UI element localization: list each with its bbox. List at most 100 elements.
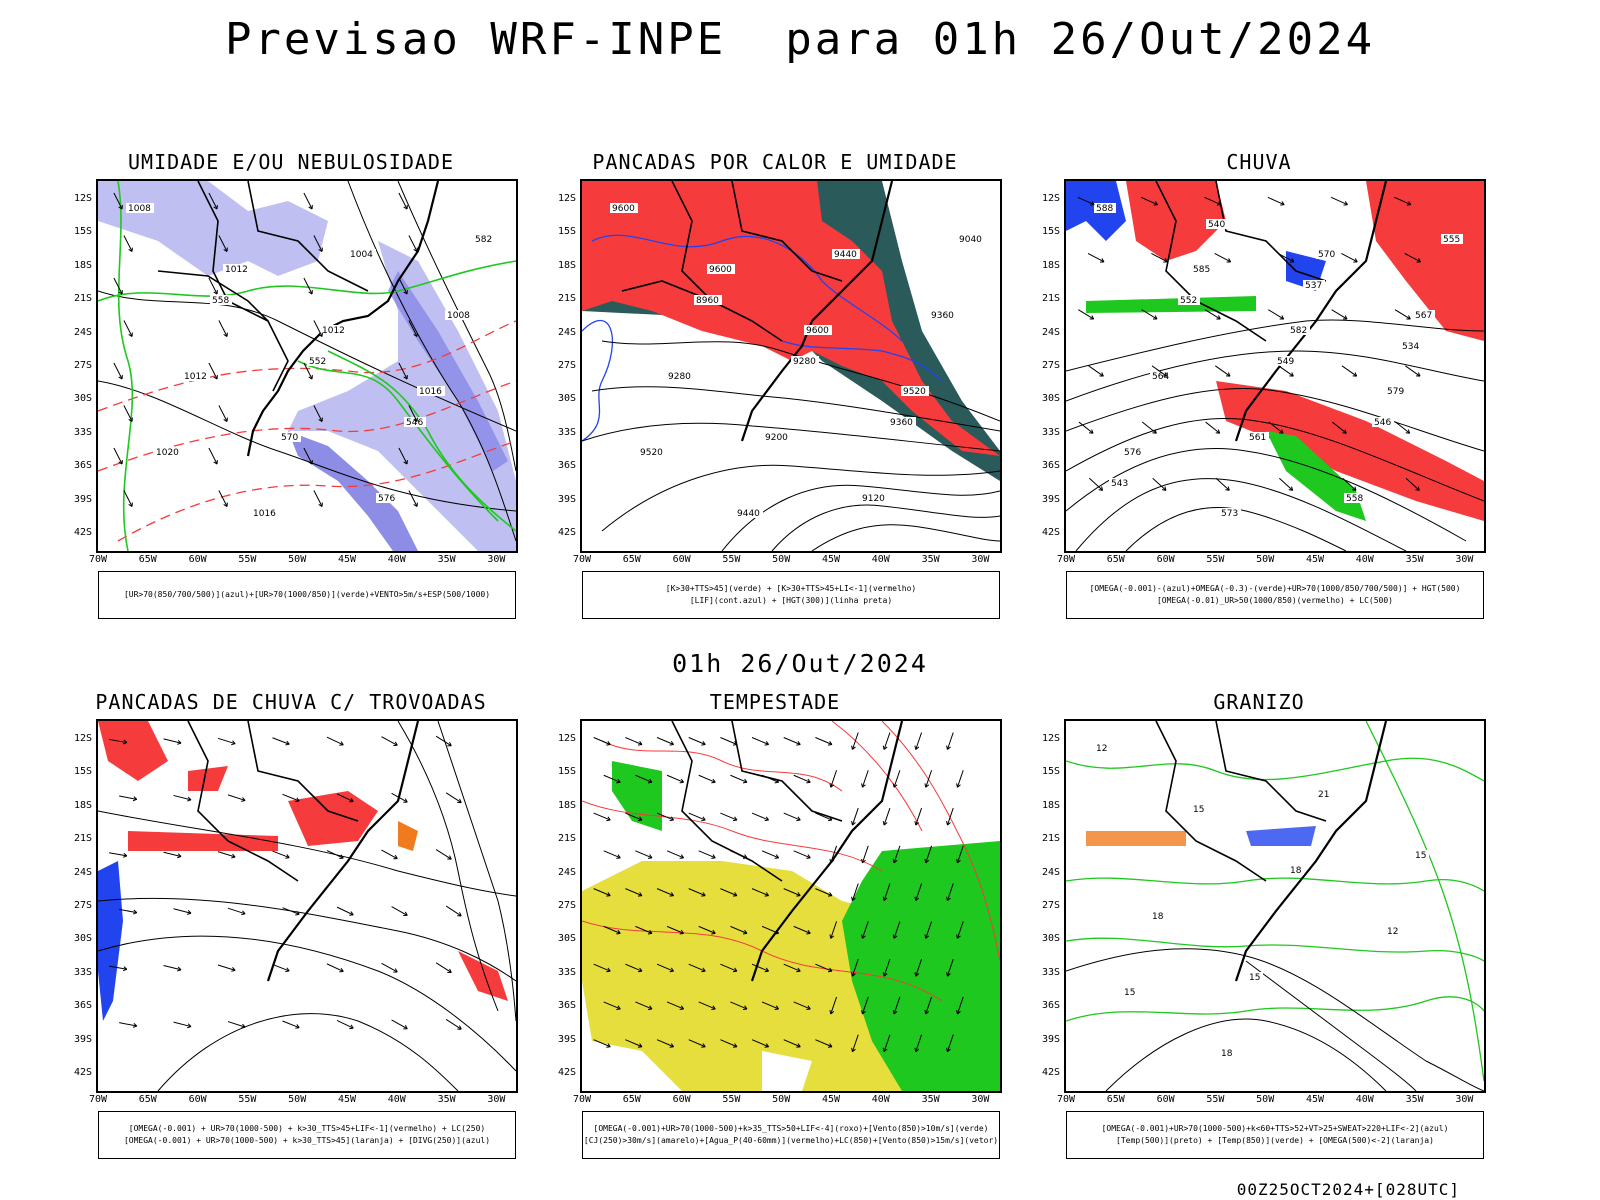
wind-vector	[761, 1001, 779, 1010]
wind-vector	[635, 850, 653, 859]
red-rain-band	[1216, 381, 1484, 521]
contour-label: 570	[1318, 250, 1335, 260]
lat-tick-label: 27S	[73, 360, 92, 371]
blue-hail-area	[1246, 826, 1316, 846]
contour-label: 9280	[793, 357, 816, 367]
contour-label-bg	[404, 417, 426, 427]
wind-vector-head	[187, 796, 192, 802]
contour-label: 558	[212, 296, 229, 306]
wind-vector-head	[742, 929, 748, 935]
wind-vector-head	[806, 929, 811, 935]
wind-vector-head	[1226, 258, 1232, 263]
wind-vector	[119, 795, 137, 800]
contour-label-bg	[1094, 203, 1116, 213]
wind-vector-head	[669, 892, 675, 897]
state-border-1	[731, 721, 843, 822]
wind-vector	[336, 793, 354, 802]
wind-vector	[1205, 421, 1221, 434]
wind-vector-head	[616, 929, 621, 935]
lon-tick-label: 30W	[971, 1094, 990, 1105]
wind-vector	[163, 738, 182, 744]
wind-vector	[883, 807, 891, 826]
wind-vector	[720, 737, 738, 745]
lon-tick-label: 60W	[1156, 1094, 1175, 1105]
wind-vector-head	[1099, 372, 1104, 377]
lon-tick-label: 35W	[1405, 1094, 1424, 1105]
lon-tick-label: 70W	[572, 554, 592, 565]
wind-vector	[1278, 477, 1294, 491]
contour-label: 1004	[350, 250, 373, 260]
wind-vector-head	[1342, 429, 1347, 434]
contour-label: 561	[1249, 433, 1266, 443]
wind-vector	[218, 320, 228, 337]
wind-vector-head	[851, 896, 856, 902]
wind-vector-head	[647, 929, 653, 935]
wind-vector	[113, 277, 123, 295]
lat-tick-label: 42S	[557, 1067, 576, 1078]
lat-tick-label: 33S	[1041, 426, 1060, 438]
wind-vector	[391, 792, 408, 803]
wind-vector-head	[806, 778, 811, 784]
lon-tick-label: 40W	[871, 1094, 890, 1105]
contour-label-bg	[307, 356, 329, 366]
wind-vector-head	[1215, 429, 1221, 434]
wind-vector	[635, 925, 653, 934]
lon-tick-label: 65W	[138, 1094, 157, 1105]
wind-vector	[1331, 421, 1347, 434]
wind-vector	[893, 921, 901, 939]
lon-tick-label: 65W	[1106, 1094, 1125, 1105]
green-humidity-3	[327, 350, 516, 532]
lat-tick-label: 12S	[73, 733, 92, 744]
hgt500-contour-1	[1066, 319, 1484, 372]
contour-label-bg	[1150, 371, 1172, 381]
wind-vector-head	[118, 374, 123, 380]
blue-humidity-diagonal	[288, 431, 418, 551]
map-canvas	[582, 721, 1000, 1091]
coastline	[740, 181, 894, 442]
country-border-1	[187, 721, 299, 882]
lat-tick-label: 42S	[73, 527, 92, 538]
red-storm-area-1	[98, 721, 168, 781]
lon-tick-label: 55W	[722, 554, 741, 565]
wind-vector	[783, 963, 801, 972]
lc250-streamline-6	[397, 721, 499, 1012]
wind-vector	[282, 907, 300, 915]
wind-vector-head	[774, 1005, 780, 1011]
wind-vector	[381, 962, 398, 973]
contour-label-bg	[445, 310, 473, 320]
wind-vector-head	[796, 892, 801, 897]
wind-vector	[1278, 365, 1294, 377]
wind-vector-head	[711, 854, 716, 859]
wind-vector-head	[177, 739, 182, 745]
lat-tick-label: 36S	[73, 1000, 92, 1012]
lat-tick-label: 18S	[557, 799, 576, 811]
contour-label: 1020	[156, 448, 179, 458]
wind-vector-head	[892, 858, 898, 864]
wind-vector	[173, 794, 192, 801]
wind-vector-head	[318, 332, 323, 337]
wind-vector	[113, 362, 123, 380]
lc250-streamline-2	[98, 897, 516, 982]
wind-vector	[593, 963, 611, 972]
panel-tempestade: TEMPESTADE [OMEGA(-0	[540, 690, 1010, 1170]
lon-tick-label: 50W	[288, 1094, 307, 1105]
map-pancadas-trovoadas	[96, 719, 518, 1093]
red-storm-area-3	[188, 766, 228, 791]
lon-tick-label: 45W	[337, 1094, 357, 1105]
wind-vector-head	[1089, 429, 1094, 434]
lon-tick-label: 70W	[572, 1094, 592, 1105]
main-title: Previsao WRF-INPE para 01h 26/Out/2024	[224, 14, 1376, 65]
wind-vector	[688, 888, 706, 897]
wind-vector-head	[413, 247, 418, 252]
wind-vector	[313, 405, 323, 422]
wind-vector	[398, 447, 408, 465]
wind-vector-head	[701, 967, 706, 973]
country-border-1	[1155, 721, 1267, 882]
wind-vector-head	[892, 1009, 898, 1015]
country-border-1	[671, 721, 783, 882]
lat-tick-label: 21S	[1041, 833, 1060, 845]
red-storm-band	[128, 831, 278, 851]
wind-vector	[1151, 253, 1168, 263]
lat-tick-label: 39S	[557, 493, 576, 505]
contour-label-bg	[832, 249, 860, 259]
